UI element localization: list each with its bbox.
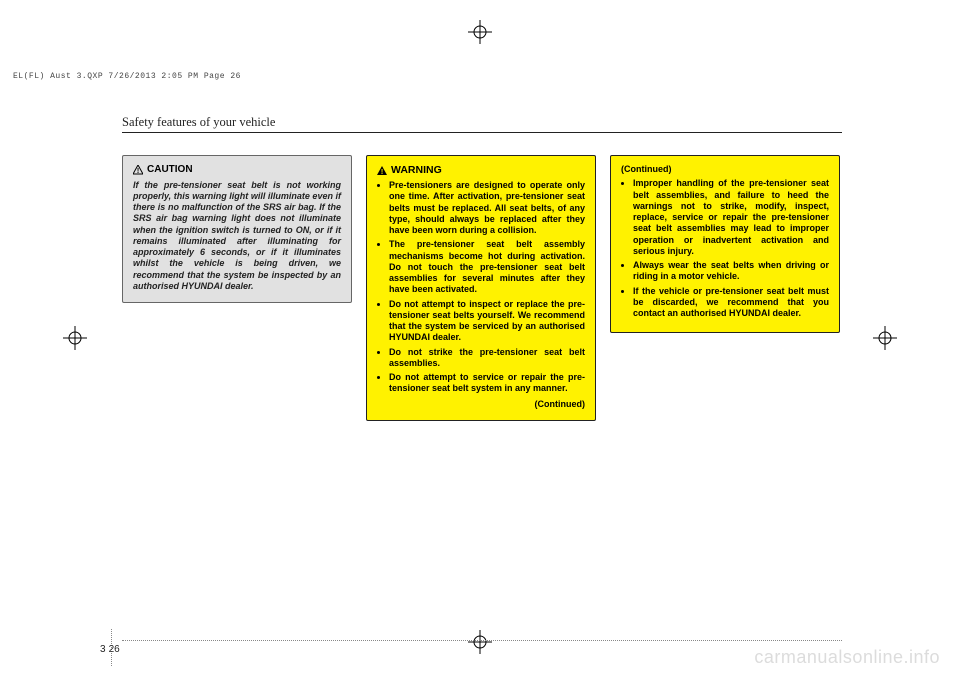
warning-item: Do not attempt to inspect or replace the… (389, 299, 585, 344)
dotted-guide-h (122, 640, 842, 641)
column-2: ! WARNING Pre-tensioners are designed to… (366, 155, 596, 421)
caution-title-text: CAUTION (147, 164, 193, 177)
reg-mark-right (873, 326, 897, 350)
caution-body: If the pre-tensioner seat belt is not wo… (133, 180, 341, 293)
continued-bottom-label: (Continued) (377, 399, 585, 410)
column-1: ! CAUTION If the pre-tensioner seat belt… (122, 155, 352, 421)
page-number: 3 26 (100, 644, 120, 655)
column-3: (Continued) Improper handling of the pre… (610, 155, 840, 421)
caution-title-row: ! CAUTION (133, 164, 341, 177)
content-columns: ! CAUTION If the pre-tensioner seat belt… (122, 155, 842, 421)
section-title: Safety features of your vehicle (122, 115, 842, 133)
continued-list: Improper handling of the pre-tensioner s… (621, 178, 829, 319)
svg-text:!: ! (137, 168, 139, 175)
warning-item: Pre-tensioners are designed to operate o… (389, 180, 585, 236)
continued-box: (Continued) Improper handling of the pre… (610, 155, 840, 333)
warning-box: ! WARNING Pre-tensioners are designed to… (366, 155, 596, 421)
warning-item: Do not strike the pre-tensioner seat bel… (389, 347, 585, 370)
page-number-value: 26 (109, 644, 120, 655)
warning-triangle-icon: ! (377, 166, 387, 176)
warning-title-row: ! WARNING (377, 164, 585, 177)
caution-box: ! CAUTION If the pre-tensioner seat belt… (122, 155, 352, 303)
svg-text:!: ! (381, 169, 383, 176)
reg-mark-top (468, 20, 492, 44)
warning-item: Do not attempt to service or repair the … (389, 372, 585, 395)
header-print-info: EL(FL) Aust 3.QXP 7/26/2013 2:05 PM Page… (13, 72, 241, 81)
chapter-number: 3 (100, 644, 106, 655)
continued-item: If the vehicle or pre-tensioner seat bel… (633, 286, 829, 320)
warning-list: Pre-tensioners are designed to operate o… (377, 180, 585, 395)
caution-triangle-icon: ! (133, 165, 143, 175)
warning-item: The pre-tensioner seat belt assembly mec… (389, 239, 585, 295)
reg-mark-left (63, 326, 87, 350)
warning-title-text: WARNING (391, 164, 442, 177)
continued-top-label: (Continued) (621, 164, 829, 175)
watermark: carmanualsonline.info (754, 647, 940, 668)
continued-item: Improper handling of the pre-tensioner s… (633, 178, 829, 257)
continued-item: Always wear the seat belts when driving … (633, 260, 829, 283)
reg-mark-bottom (468, 630, 492, 654)
